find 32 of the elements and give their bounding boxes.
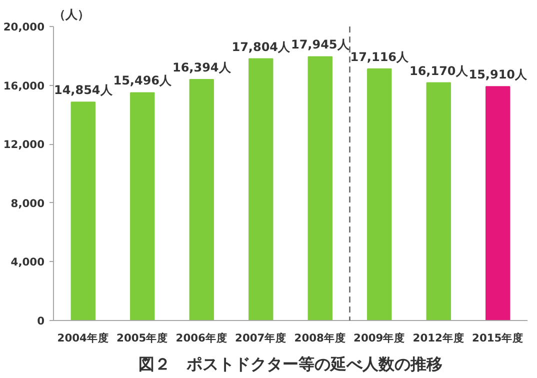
data-label: 17,804人 xyxy=(232,40,292,54)
y-tick-label: 20,000 xyxy=(3,20,45,34)
data-label: 14,854人 xyxy=(54,83,114,98)
x-tick-label: 2008年度 xyxy=(294,332,346,344)
y-tick-label: 16,000 xyxy=(3,79,45,92)
data-label: 17,945人 xyxy=(290,38,350,52)
bar xyxy=(248,58,274,320)
data-label: 15,910人 xyxy=(468,68,528,82)
bar xyxy=(426,82,451,320)
y-axis-title: （人） xyxy=(54,8,90,22)
data-label: 16,170人 xyxy=(409,64,469,78)
data-label: 15,496人 xyxy=(113,74,173,88)
x-tick-label: 2005年度 xyxy=(116,332,168,344)
y-tick-label: 12,000 xyxy=(3,138,45,152)
data-label: 16,394人 xyxy=(172,60,232,75)
x-tick-label: 2004年度 xyxy=(57,332,109,344)
y-tick-label: 0 xyxy=(37,314,45,328)
bar xyxy=(308,56,332,320)
text: 図２ ポストドクター等の延べ人数の推移 xyxy=(138,354,442,374)
bar xyxy=(367,68,392,320)
x-tick-label: 2007年度 xyxy=(235,332,287,344)
bar xyxy=(486,86,510,320)
x-tick-label: 2012年度 xyxy=(412,332,464,344)
y-tick-label: 8,000 xyxy=(10,196,45,210)
y-tick-label: 4,000 xyxy=(10,256,45,269)
x-tick-label: 2009年度 xyxy=(354,332,406,344)
bar xyxy=(130,92,155,320)
bar xyxy=(189,79,214,320)
bar xyxy=(70,102,96,320)
data-label: 17,116人 xyxy=(350,50,410,64)
x-tick-label: 2006年度 xyxy=(176,332,228,344)
x-tick-label: 2015年度 xyxy=(472,332,524,344)
